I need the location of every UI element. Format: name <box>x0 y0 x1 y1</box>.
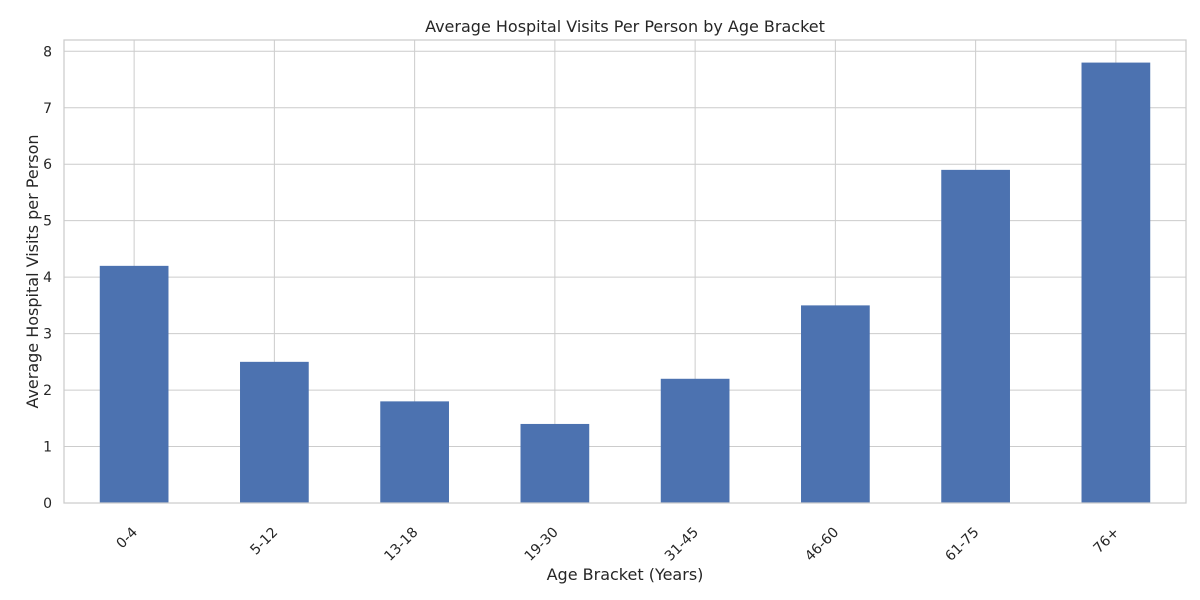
y-tick-labels: 0 1 2 3 4 5 6 7 8 <box>43 44 52 512</box>
x-tick-label: 76+ <box>1090 525 1122 557</box>
y-tick-label: 2 <box>43 383 52 399</box>
bar-31-45 <box>660 378 730 503</box>
bar-5-12 <box>240 361 309 503</box>
y-tick-label: 1 <box>43 440 52 456</box>
plot-area-frame <box>63 39 1187 504</box>
y-axis-title: Average Hospital Visits per Person <box>23 134 42 408</box>
y-tick-label: 5 <box>43 214 52 230</box>
bar-0-4 <box>99 265 169 503</box>
x-tick-label: 0-4 <box>113 524 141 552</box>
x-tick-label: 19-30 <box>522 525 562 565</box>
bar-76+ <box>1081 62 1151 504</box>
x-tick-label: 13-18 <box>381 525 421 565</box>
x-tick-labels: 0-4 5-12 13-18 19-30 31-45 46-60 61-75 76+ <box>113 524 1122 564</box>
y-tick-label: 8 <box>43 44 52 60</box>
bar-13-18 <box>380 401 449 503</box>
bar-61-75 <box>941 169 1010 504</box>
y-tick-label: 6 <box>43 157 52 173</box>
grid-lines <box>64 40 1186 504</box>
bar-46-60 <box>801 305 870 503</box>
x-tick-label: 31-45 <box>662 525 702 565</box>
bars <box>99 62 1151 504</box>
bar-19-30 <box>520 423 590 503</box>
y-tick-label: 4 <box>43 270 52 286</box>
y-tick-label: 7 <box>43 101 52 117</box>
chart-title: Average Hospital Visits Per Person by Ag… <box>425 17 825 36</box>
y-tick-label: 0 <box>43 496 52 512</box>
x-tick-label: 46-60 <box>802 525 842 565</box>
x-tick-label: 5-12 <box>247 525 281 559</box>
y-tick-label: 3 <box>43 327 52 343</box>
x-tick-label: 61-75 <box>942 525 982 565</box>
x-axis-title: Age Bracket (Years) <box>547 565 704 584</box>
